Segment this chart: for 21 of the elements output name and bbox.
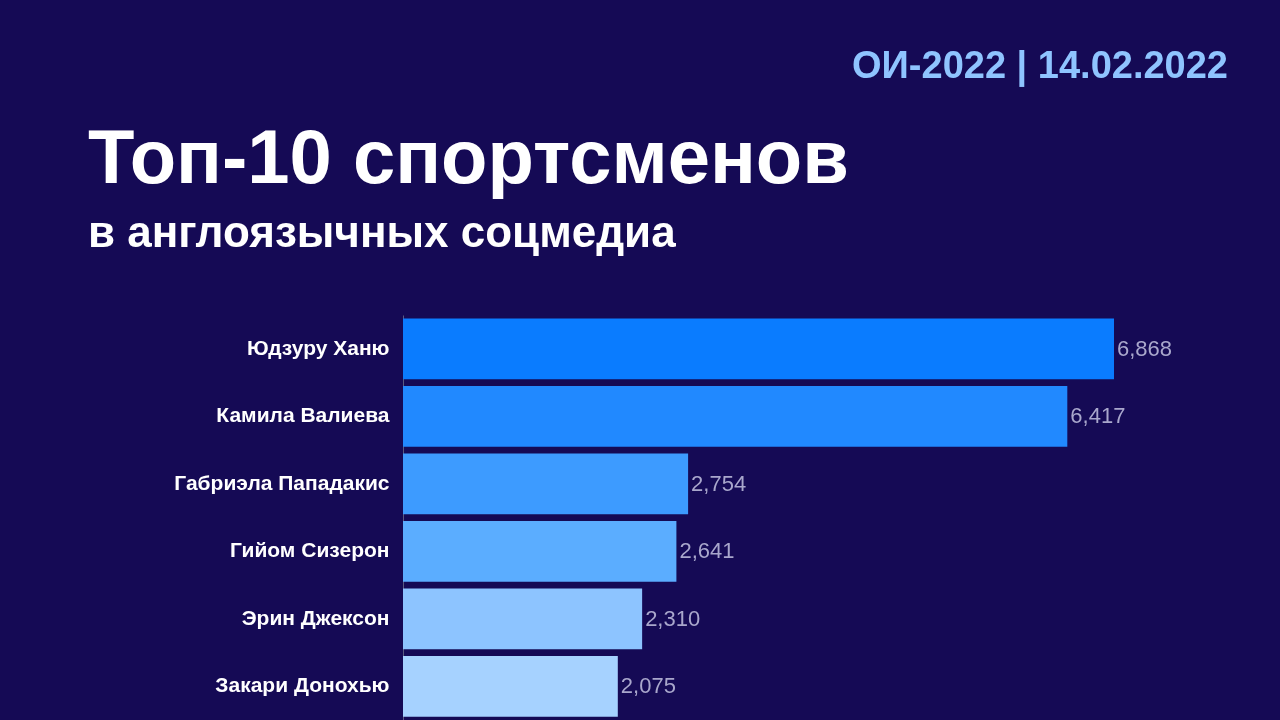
bar — [403, 453, 689, 515]
y-tick-label: Габриэла Пападакис — [174, 470, 390, 494]
data-label: 6,868 — [1117, 335, 1173, 361]
y-tick-label: Гийом Сизерон — [230, 538, 390, 562]
text: ОИ-2022 | 14.02.2022 — [852, 44, 1228, 87]
bar — [403, 588, 643, 650]
data-label: 2,641 — [679, 538, 735, 564]
data-label: 6,417 — [1070, 403, 1126, 429]
bar — [403, 520, 677, 582]
bar — [403, 385, 1068, 447]
chart-subtitle: в англоязычных соцмедиа — [88, 207, 677, 256]
y-tick-label: Эрин Джексон — [241, 605, 390, 629]
data-label: 2,310 — [645, 605, 701, 631]
y-tick-label: Закари Донохью — [215, 673, 390, 697]
y-tick-label: Юдзуру Ханю — [247, 335, 390, 359]
bar — [403, 318, 1114, 380]
chart-title: Топ-10 спортсменов — [88, 114, 849, 199]
y-tick-label: Камила Валиева — [216, 403, 390, 427]
bar — [403, 655, 618, 717]
data-label: 2,075 — [620, 673, 676, 699]
data-label: 2,754 — [691, 470, 747, 496]
